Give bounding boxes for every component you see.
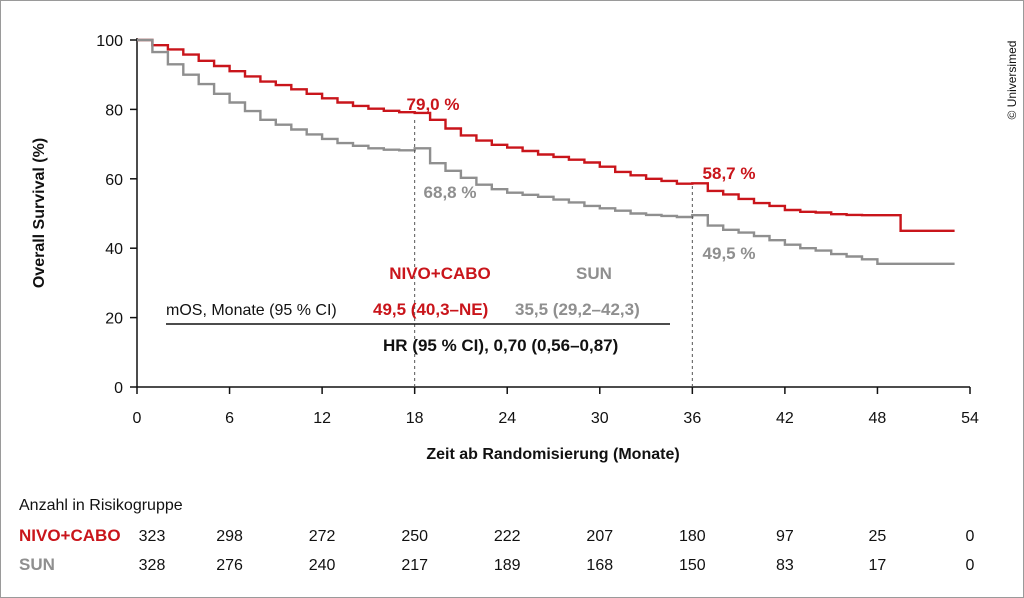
risk-cell: 323 <box>139 528 166 545</box>
sun-landmark-label-36: 49,5 % <box>703 244 756 263</box>
risk-cell: 189 <box>494 557 521 574</box>
nivo-cabo-curve <box>137 38 955 232</box>
summary-nivo-mos: 49,5 (40,3–NE) <box>373 300 488 319</box>
y-tick-label: 0 <box>114 380 123 397</box>
x-axis-label: Zeit ab Randomisierung (Monate) <box>426 446 679 463</box>
summary-sun-header: SUN <box>576 264 612 283</box>
risk-row-label-sun: SUN <box>19 555 55 574</box>
y-tick-label: 20 <box>105 311 123 328</box>
x-tick-label: 12 <box>313 410 331 427</box>
copyright-text: © Universimed <box>1005 41 1019 120</box>
summary-sun-mos: 35,5 (29,2–42,3) <box>515 300 640 319</box>
risk-cell: 240 <box>309 557 336 574</box>
x-tick-label: 24 <box>498 410 516 427</box>
risk-cell: 83 <box>776 557 794 574</box>
survival-curves <box>137 38 955 265</box>
risk-cell: 207 <box>586 528 613 545</box>
y-tick-label: 100 <box>96 33 123 50</box>
risk-cell: 298 <box>216 528 243 545</box>
risk-cell: 0 <box>966 557 975 574</box>
x-tick-label: 30 <box>591 410 609 427</box>
x-tick-label: 54 <box>961 410 979 427</box>
risk-cell: 276 <box>216 557 243 574</box>
summary-mos-label: mOS, Monate (95 % CI) <box>166 302 337 319</box>
y-axis-label: Overall Survival (%) <box>31 138 48 288</box>
risk-row-label-nivo: NIVO+CABO <box>19 526 121 545</box>
risk-cell: 0 <box>966 528 975 545</box>
x-tick-label: 42 <box>776 410 794 427</box>
summary-nivo-header: NIVO+CABO <box>389 264 491 283</box>
risk-cell: 168 <box>586 557 613 574</box>
x-tick-label: 18 <box>406 410 424 427</box>
x-tick-label: 48 <box>869 410 887 427</box>
x-tick-label: 6 <box>225 410 234 427</box>
annotations: 79,0 % 68,8 % 58,7 % 49,5 % <box>407 95 756 387</box>
risk-cell: 180 <box>679 528 706 545</box>
risk-table-title: Anzahl in Risikogruppe <box>19 497 183 514</box>
risk-cell: 150 <box>679 557 706 574</box>
risk-cell: 25 <box>869 528 887 545</box>
risk-cell: 250 <box>401 528 428 545</box>
risk-cell: 97 <box>776 528 794 545</box>
sun-landmark-label-18: 68,8 % <box>424 183 477 202</box>
risk-cell: 217 <box>401 557 428 574</box>
y-tick-label: 40 <box>105 241 123 258</box>
y-tick-label: 60 <box>105 172 123 189</box>
nivo-landmark-label-18: 79,0 % <box>407 95 460 114</box>
x-tick-label: 36 <box>683 410 701 427</box>
summary-hr: HR (95 % CI), 0,70 (0,56–0,87) <box>383 336 618 355</box>
risk-cell: 272 <box>309 528 336 545</box>
nivo-landmark-label-36: 58,7 % <box>703 164 756 183</box>
sun-curve <box>137 38 955 265</box>
axes: 0 20 40 60 80 100 0 6 12 18 24 30 36 42 48 54 <box>96 33 979 427</box>
x-tick-label: 0 <box>133 410 142 427</box>
risk-cell: 328 <box>139 557 166 574</box>
risk-cell: 222 <box>494 528 521 545</box>
risk-cell: 17 <box>869 557 887 574</box>
y-tick-label: 80 <box>105 102 123 119</box>
